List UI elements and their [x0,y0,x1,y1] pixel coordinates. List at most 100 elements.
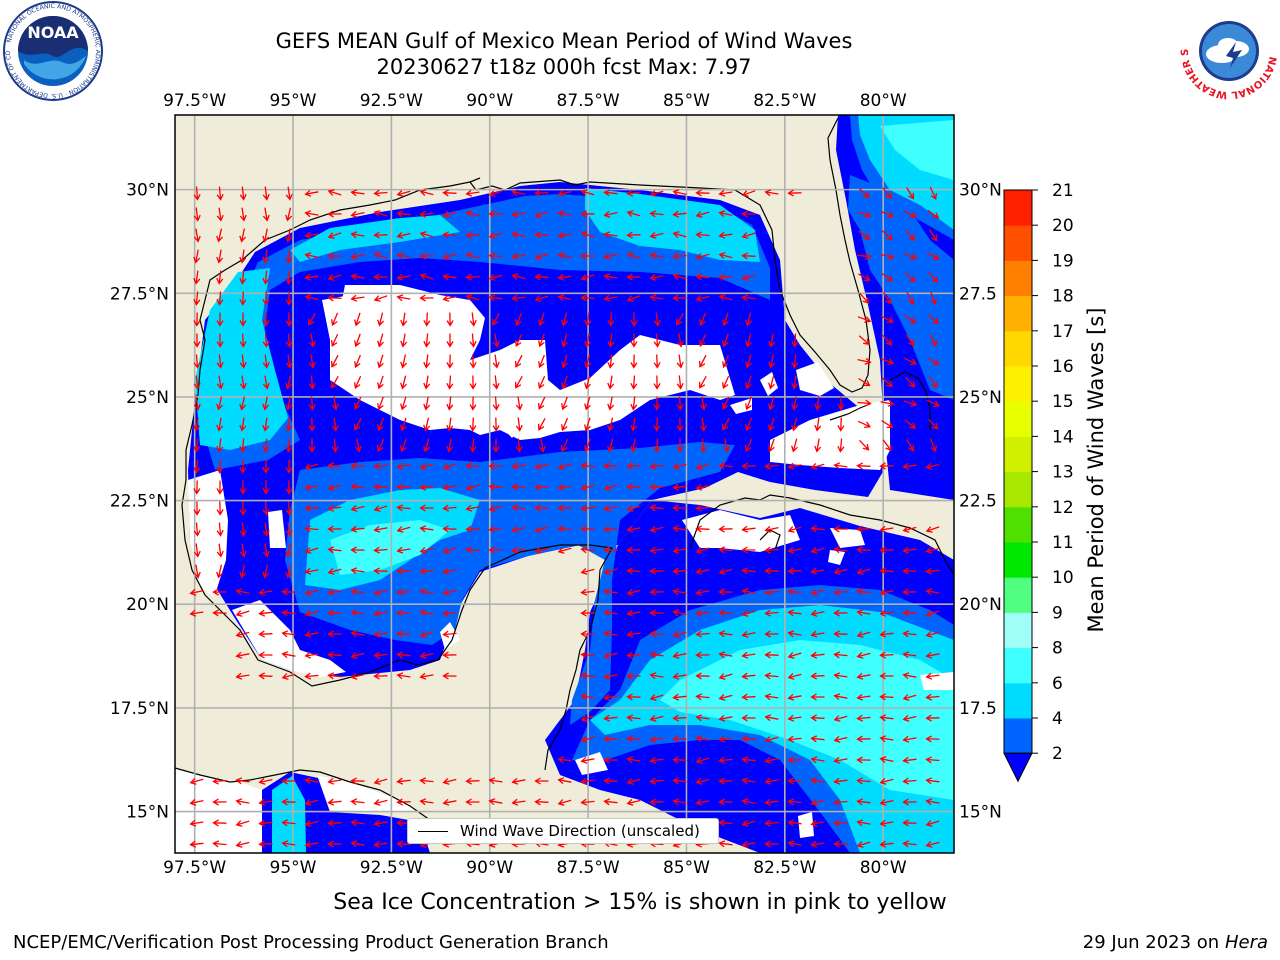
wave-arrow [285,312,293,327]
wave-arrow [488,462,503,470]
wave-arrow [396,294,411,302]
wave-arrow [465,189,480,197]
wave-arrow [212,819,227,827]
wave-arrow [741,798,756,806]
colorbar: 2 4 6 8 9 10 11 12 13 14 15 16 17 18 19 20 21 [1003,181,1074,783]
wave-arrow [216,249,224,264]
wave-arrow [419,525,434,533]
wave-arrow [653,396,661,411]
lon-label-bottom: 82.5°W [753,858,816,878]
wave-arrow [239,375,247,390]
wave-arrow [327,777,342,785]
wave-arrow [354,333,361,348]
colorbar-tick-label: 18 [1052,287,1074,307]
wave-arrow [373,799,388,806]
wave-arrow [676,354,684,369]
wave-arrow [880,253,895,260]
wave-arrow [373,273,388,281]
wave-arrow [653,417,661,432]
colorbar-tick-label: 10 [1052,568,1074,588]
wave-arrow [741,693,756,701]
wave-arrow [285,417,293,432]
wave-arrow [239,480,247,495]
wave-arrow [537,375,546,390]
wave-arrow [928,376,938,389]
wave-arrow [396,630,411,638]
wave-arrow [672,693,687,701]
wave-arrow [511,483,526,491]
wave-arrow [741,630,756,638]
wave-arrow [787,462,802,470]
wave-arrow [649,588,664,596]
wave-arrow [327,484,342,491]
wave-arrow [584,438,591,453]
wave-arrow [580,294,595,302]
wave-arrow [626,483,641,491]
wave-arrow [469,417,477,432]
wave-arrow [258,609,273,617]
wave-arrow [649,294,664,302]
wave-arrow [446,375,454,390]
wave-arrow [718,462,733,470]
wave-arrow [925,631,940,638]
wave-arrow [442,609,457,617]
colorbar-segment [1004,260,1032,297]
wave-arrow [239,270,247,285]
wave-arrow [304,547,319,554]
wave-arrow [193,480,201,495]
wave-arrow [653,354,661,369]
wave-arrow [927,356,940,366]
wave-arrow [925,672,940,680]
wave-arrow [189,609,204,617]
wave-arrow [239,312,247,327]
wave-arrow [672,546,687,554]
wave-arrow [607,312,615,327]
wave-arrow [649,210,664,218]
wave-arrow [561,417,569,432]
wave-arrow [534,483,549,491]
wave-arrow [902,777,917,785]
wave-arrow [603,693,618,701]
wave-arrow [718,777,733,785]
wave-arrow [925,798,940,806]
wave-arrow [419,483,434,491]
wave-arrow [791,375,799,390]
wave-arrow [396,798,411,806]
map-title: GEFS MEAN Gulf of Mexico Mean Period of … [275,29,853,53]
wave-arrow [902,526,917,533]
wave-arrow [698,333,707,348]
wave-arrow [630,417,638,432]
wave-arrow [653,375,661,390]
wave-arrow [925,714,940,722]
wave-arrow [446,354,454,369]
wave-arrow [905,376,916,388]
wave-arrow [239,228,247,243]
legend-label: Wind Wave Direction (unscaled) [460,822,700,840]
wave-arrow [446,312,454,327]
wave-arrow [925,735,940,743]
wave-arrow [580,189,595,196]
wave-arrow [304,483,319,491]
wave-arrow [814,438,822,453]
wave-arrow [239,417,247,432]
wave-arrow [239,333,247,348]
wave-arrow [189,588,204,596]
wave-arrow [745,417,753,432]
wave-arrow [350,609,365,617]
wave-arrow [879,588,894,596]
wave-arrow [304,589,319,596]
wave-arrow [741,462,756,470]
wave-arrow [741,672,756,680]
wave-arrow [902,672,917,680]
wave-arrow [741,756,756,764]
wave-arrow [768,375,775,390]
wave-arrow [928,229,938,242]
wave-arrow [787,673,802,680]
wave-arrow [859,439,870,451]
wave-arrow [603,189,618,197]
wave-arrow [216,228,224,243]
wave-arrow [925,546,940,554]
wave-arrow [856,652,871,659]
wave-arrow [557,525,572,533]
wave-arrow [810,693,825,701]
